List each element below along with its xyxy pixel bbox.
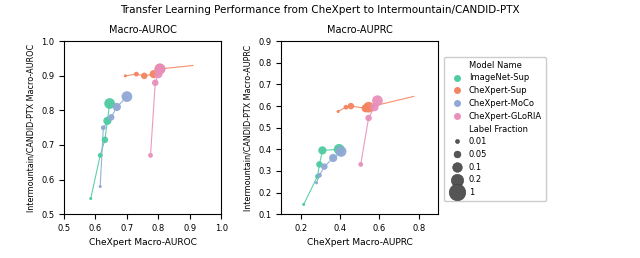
Title: Macro-AUROC: Macro-AUROC: [109, 25, 177, 35]
Point: [139, 74, 149, 78]
Point: [153, 72, 163, 76]
X-axis label: CheXpert Macro-AUPRC: CheXpert Macro-AUPRC: [307, 238, 413, 247]
Point: [319, 165, 330, 169]
Point: [86, 197, 96, 201]
Point: [155, 67, 165, 71]
Legend: Model Name, ImageNet-Sup, CheXpert-Sup, CheXpert-MoCo, CheXpert-GLoRIA, Label Fr: Model Name, ImageNet-Sup, CheXpert-Sup, …: [445, 57, 546, 201]
Point: [346, 104, 356, 108]
Point: [299, 202, 309, 206]
Point: [334, 147, 344, 151]
Point: [145, 153, 156, 157]
Point: [336, 149, 346, 154]
Point: [150, 81, 161, 85]
Point: [104, 101, 115, 106]
Point: [112, 105, 122, 109]
Point: [95, 153, 106, 157]
Point: [131, 72, 141, 76]
Text: Transfer Learning Performance from CheXpert to Intermountain/CANDID-PTX: Transfer Learning Performance from CheXp…: [120, 5, 520, 15]
Y-axis label: Intermountain/CANDID-PTX Macro-AUPRC: Intermountain/CANDID-PTX Macro-AUPRC: [244, 45, 253, 211]
Y-axis label: Intermountain/CANDID-PTX Macro-AUROC: Intermountain/CANDID-PTX Macro-AUROC: [26, 44, 35, 212]
Point: [372, 99, 383, 103]
Point: [120, 74, 131, 78]
Point: [98, 126, 108, 130]
Point: [341, 105, 351, 109]
Point: [360, 106, 371, 110]
Point: [100, 138, 110, 142]
Point: [314, 173, 324, 177]
Point: [317, 148, 328, 152]
Point: [102, 119, 113, 123]
Point: [328, 156, 339, 160]
X-axis label: CheXpert Macro-AUROC: CheXpert Macro-AUROC: [89, 238, 196, 247]
Point: [312, 174, 323, 178]
Point: [122, 94, 132, 99]
Point: [312, 181, 322, 185]
Point: [356, 162, 366, 166]
Point: [364, 105, 374, 109]
Title: Macro-AUPRC: Macro-AUPRC: [327, 25, 392, 35]
Point: [369, 105, 380, 109]
Point: [314, 162, 324, 166]
Point: [106, 115, 116, 119]
Point: [95, 184, 106, 189]
Point: [148, 72, 159, 76]
Point: [364, 116, 374, 120]
Point: [155, 67, 165, 71]
Point: [333, 109, 343, 114]
